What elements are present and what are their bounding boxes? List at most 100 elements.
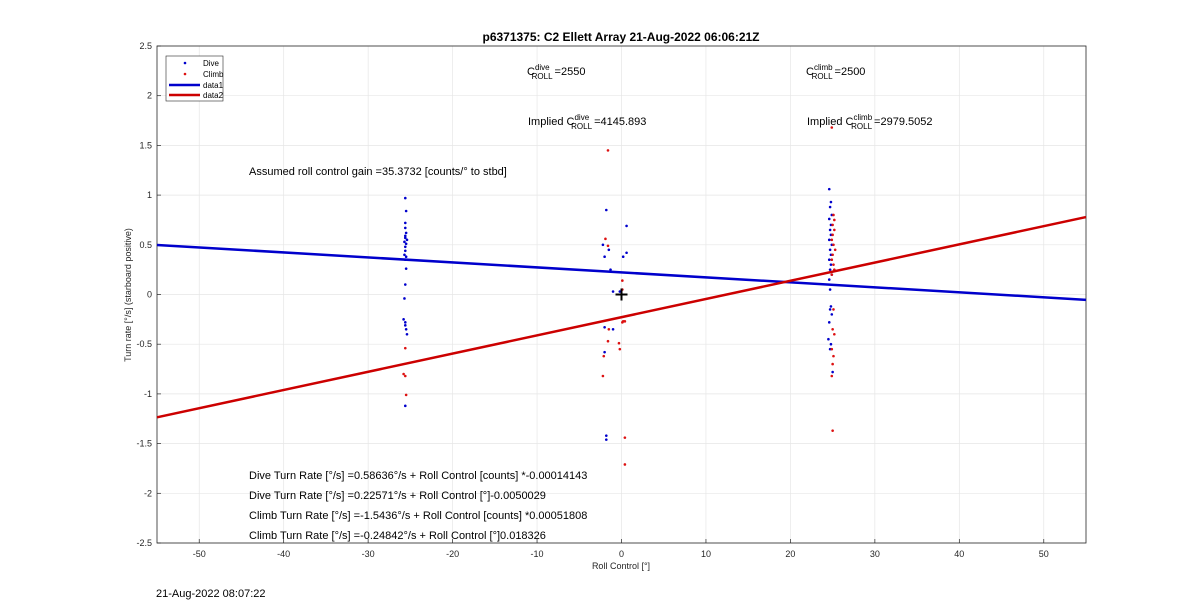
climb-point	[833, 248, 837, 252]
dive-point	[404, 231, 408, 235]
y-tick-label: 1.5	[139, 140, 152, 150]
c-roll-climb-annotation: Cclimb ROLL =2500	[806, 63, 865, 81]
dive-point	[603, 350, 606, 354]
x-axis-label: Roll Control [°]	[592, 561, 650, 571]
dive-point	[828, 268, 832, 271]
climb-fit-counts-equation: Climb Turn Rate [°/s] =-1.5436°/s + Roll…	[249, 510, 587, 522]
legend-climb-marker	[183, 72, 187, 76]
dive-point	[404, 327, 408, 331]
dive-point	[611, 327, 615, 331]
climb-point	[604, 237, 607, 241]
dive-point	[609, 268, 612, 271]
y-tick-label: -0.5	[136, 339, 152, 349]
dive-point	[829, 305, 833, 308]
climb-point	[621, 320, 625, 323]
dive-fit-counts-equation: Dive Turn Rate [°/s] =0.58636°/s + Roll …	[249, 470, 587, 482]
climb-point	[606, 149, 610, 152]
climb-point	[830, 238, 834, 242]
data2-fit-line	[156, 215, 1087, 419]
climb-point	[831, 233, 834, 237]
dive-point	[403, 283, 407, 286]
dive-point	[829, 263, 833, 266]
x-tick-label: -10	[531, 549, 544, 559]
climb-point	[830, 374, 834, 378]
y-tick-label: 0.5	[139, 240, 152, 250]
x-tick-label: -30	[362, 549, 375, 559]
climb-fit-degrees-equation: Climb Turn Rate [°/s] =-0.24842°/s + Rol…	[249, 530, 546, 542]
x-tick-label: 40	[954, 549, 964, 559]
climb-point	[833, 218, 836, 222]
dive-point	[403, 404, 407, 408]
implied-c-roll-dive-annotation: Implied Cdive ROLL =4145.893	[528, 113, 646, 131]
x-tick-label: -20	[446, 549, 459, 559]
y-tick-label: 1	[147, 190, 152, 200]
dive-point	[403, 234, 407, 238]
legend-box	[165, 55, 224, 102]
data1-fit-line	[156, 243, 1087, 302]
dive-point	[403, 245, 407, 249]
dive-point	[829, 200, 833, 204]
y-tick-label: -2.5	[136, 538, 152, 548]
c-roll-dive-annotation: Cdive ROLL =2550	[527, 63, 585, 81]
dive-point	[828, 228, 832, 232]
climb-point	[832, 354, 835, 358]
dive-point	[403, 196, 407, 200]
roll-gain-annotation: Assumed roll control gain =35.3732 [coun…	[249, 166, 507, 178]
dive-point	[829, 342, 833, 346]
climb-point	[832, 213, 835, 217]
climb-point	[831, 429, 834, 432]
dive-point	[831, 370, 834, 374]
dive-point	[402, 318, 405, 321]
dive-point	[828, 288, 832, 291]
climb-point	[403, 346, 407, 350]
dive-point	[827, 321, 831, 324]
x-tick-label: -50	[193, 549, 206, 559]
dive-point	[403, 236, 407, 240]
dive-point	[827, 187, 831, 191]
dive-point	[403, 221, 407, 225]
climb-point	[831, 253, 834, 257]
dive-point	[601, 243, 605, 247]
climb-point	[832, 308, 835, 311]
climb-point	[607, 327, 611, 331]
dive-point	[403, 240, 406, 244]
climb-point	[621, 279, 624, 282]
x-tick-label: -40	[277, 549, 290, 559]
dive-point	[827, 238, 831, 242]
climb-point	[618, 347, 622, 351]
climb-point	[606, 244, 610, 248]
dive-point	[404, 209, 408, 213]
climb-point	[830, 347, 834, 351]
dive-point	[828, 205, 832, 209]
dive-point	[828, 248, 832, 252]
climb-point	[830, 126, 834, 129]
dive-point	[403, 253, 406, 257]
dive-point	[625, 251, 628, 255]
dive-fit-degrees-equation: Dive Turn Rate [°/s] =0.22571°/s + Roll …	[249, 490, 546, 502]
legend-data1-label: data1	[203, 81, 224, 90]
implied-c-roll-climb-annotation: Implied Cclimb ROLL =2979.5052	[807, 113, 932, 131]
dive-point	[403, 321, 407, 324]
dive-point	[403, 249, 407, 253]
climb-point	[831, 223, 834, 227]
dive-point	[604, 434, 608, 437]
dive-point	[830, 313, 834, 316]
climb-point	[831, 362, 834, 366]
x-tick-label: 30	[870, 549, 880, 559]
dive-point	[827, 258, 831, 262]
dive-point	[403, 297, 406, 300]
dive-point	[827, 278, 831, 281]
climb-point	[403, 374, 407, 378]
x-tick-label: 10	[701, 549, 711, 559]
climb-point	[623, 436, 627, 439]
dive-point	[618, 290, 622, 293]
dive-point	[603, 326, 606, 329]
dive-point	[604, 208, 608, 212]
climb-point	[404, 393, 408, 397]
chart-title: p6371375: C2 Ellett Array 21-Aug-2022 06…	[482, 30, 759, 44]
y-tick-label: -1.5	[136, 439, 152, 449]
climb-point	[402, 372, 405, 376]
dive-point	[604, 438, 608, 441]
x-tick-label: 0	[619, 549, 624, 559]
